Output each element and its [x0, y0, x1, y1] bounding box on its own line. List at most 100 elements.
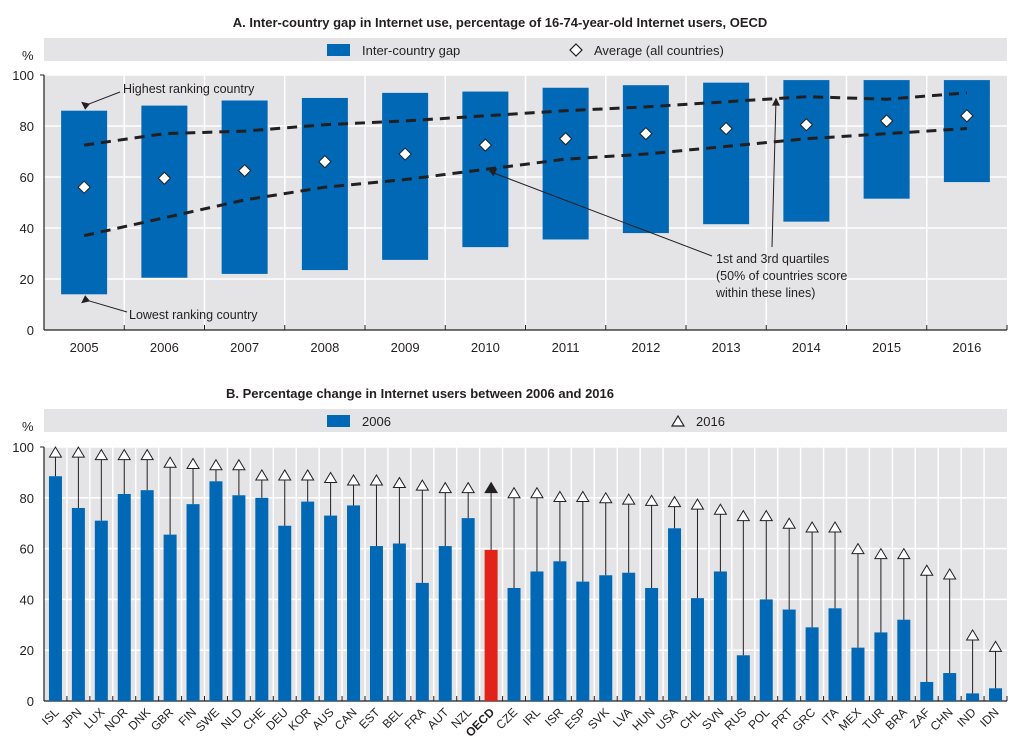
chart-b-x-tick-label: IRL [520, 705, 543, 728]
diamond-icon [569, 43, 583, 57]
chart-b-y-tick-label: 20 [20, 643, 34, 658]
chart-b-bar-2006 [255, 497, 269, 701]
chart-b-bar-2006 [576, 581, 590, 701]
chart-a-first-quartile-line [83, 127, 967, 238]
chart-a-x-tick-label: 2012 [631, 340, 660, 355]
chart-a-x-tick-label: 2009 [391, 340, 420, 355]
chart-a-legend-box [44, 38, 1007, 61]
chart-b-y-tick-label: 80 [20, 491, 34, 506]
chart-a-gap-bar [462, 91, 509, 248]
chart-b-x-tick-label: MEX [836, 705, 864, 733]
chart-b-marker-2016 [690, 498, 705, 510]
chart-b-marker-2016 [644, 494, 659, 506]
chart-a-average-marker [719, 121, 733, 136]
chart-b-x-tick-label: CAN [332, 705, 360, 733]
chart-b-marker-2016 [346, 474, 361, 486]
chart-b-bar-2006 [989, 688, 1003, 701]
chart-a-average-marker [318, 154, 332, 169]
chart-b-bar-2006 [392, 543, 406, 701]
chart-b-bar-2006 [301, 501, 315, 701]
chart-b-bar-2006 [713, 571, 727, 701]
chart-a-annotation-quartiles: within these lines) [715, 286, 815, 300]
chart-a-title: A. Inter-country gap in Internet use, pe… [233, 15, 768, 30]
chart-a: A. Inter-country gap in Internet use, pe… [12, 15, 1008, 355]
chart-a-gap-bar [221, 100, 268, 274]
chart-b-x-tick-label: BEL [380, 705, 406, 731]
chart-b-bar-2006 [507, 587, 521, 701]
chart-a-gap-bar [622, 85, 669, 234]
chart-b-x-tick-label: CHN [928, 705, 956, 733]
chart-a-average-marker [799, 118, 814, 132]
chart-a-gap-bar [141, 105, 188, 278]
chart-b-x-tick-label: EST [356, 705, 383, 732]
chart-a-x-tick-label: 2016 [952, 340, 981, 355]
chart-b-x-tick-label: NOR [102, 705, 131, 734]
chart-b-bar-2006 [324, 515, 338, 701]
chart-b-marker-2016 [575, 490, 590, 503]
chart-b-bar-2006 [415, 582, 429, 701]
chart-a-y-tick-label: 100 [12, 68, 34, 83]
chart-b-x-tick-label: PRT [769, 705, 796, 732]
chart-b-x-tick-label: CZE [493, 705, 520, 732]
chart-b-bar-2006 [966, 693, 980, 701]
chart-b-marker-2016 [415, 479, 430, 491]
chart-b-bar-2006 [668, 528, 682, 701]
chart-a-y-unit: % [22, 48, 34, 63]
chart-a-gap-bar [61, 110, 108, 295]
chart-b-bar-2006 [163, 534, 177, 701]
chart-b-x-tick-label: KOR [286, 705, 315, 734]
chart-b-bar-2006 [553, 561, 567, 701]
chart-b-marker-2016 [232, 458, 246, 471]
chart-b-bar-2006 [530, 571, 544, 701]
chart-b-bar-2006 [828, 608, 842, 701]
triangle-icon [670, 414, 686, 427]
chart-b-bar-2006 [48, 476, 62, 701]
arrowhead-icon [81, 295, 91, 304]
chart-b-marker-2016 [988, 640, 1003, 652]
chart-b-bar-2006 [461, 518, 475, 701]
arrowhead-icon [81, 101, 91, 110]
chart-a-annotation-line-q3 [771, 99, 777, 248]
chart-b-x-tick-label: POL [745, 705, 772, 732]
chart-b-bar-2006 [347, 505, 361, 701]
chart-b-bar-2006 [851, 647, 865, 701]
chart-a-x-tick-label: 2007 [230, 340, 259, 355]
chart-b-bar-2006 [920, 681, 934, 701]
chart-b-x-tick-label: HUN [629, 705, 657, 733]
chart-b-marker-2016 [530, 486, 544, 499]
chart-b-marker-2016 [598, 491, 613, 504]
chart-b-x-tick-label: CHE [240, 705, 268, 733]
chart-b-x-tick-label: CHL [677, 705, 704, 732]
chart-b-bar-2006 [232, 495, 246, 701]
chart-b-bar-2006 [599, 575, 613, 701]
chart-a-legend-bar-swatch [327, 44, 350, 56]
chart-b-x-tick-label: DNK [125, 705, 153, 733]
chart-b-marker-2016 [209, 458, 223, 471]
chart-a-x-tick-label: 2011 [552, 340, 580, 355]
chart-b-legend-bar-swatch [327, 415, 350, 427]
chart-b-marker-2016 [392, 476, 407, 489]
chart-b-bar-2006 [690, 598, 704, 701]
chart-a-gap-bar [703, 82, 750, 225]
chart-b-legend-label-2016: 2016 [696, 414, 725, 429]
chart-b-x-tick-label: RUS [722, 705, 750, 733]
chart-b-marker-2016 [553, 490, 567, 503]
chart-a-x-tick-label: 2008 [310, 340, 339, 355]
chart-a-annotation-highest: Highest ranking country [123, 82, 255, 96]
chart-a-x-tick-label: 2013 [712, 340, 741, 355]
chart-a-x-tick-label: 2006 [150, 340, 179, 355]
chart-b-bar-2006 [94, 520, 108, 701]
chart-b-marker-2016 [942, 568, 957, 580]
chart-b-x-tick-label: JPN [59, 705, 85, 731]
chart-b-bar-2006 [369, 546, 383, 701]
chart-b-marker-2016 [621, 493, 636, 505]
chart-a-gap-bar [943, 80, 990, 183]
chart-a-average-marker [639, 126, 653, 141]
chart-b-legend-box [44, 409, 1007, 432]
chart-b-x-tick-label: ESP [562, 705, 589, 732]
chart-b-marker-2016 [461, 481, 476, 494]
chart-b-marker-2016 [277, 468, 292, 481]
chart-b-bar-2006 [782, 609, 796, 701]
chart-b-bar-2006 [874, 632, 888, 701]
chart-b-x-tick-label: DEU [263, 705, 291, 733]
